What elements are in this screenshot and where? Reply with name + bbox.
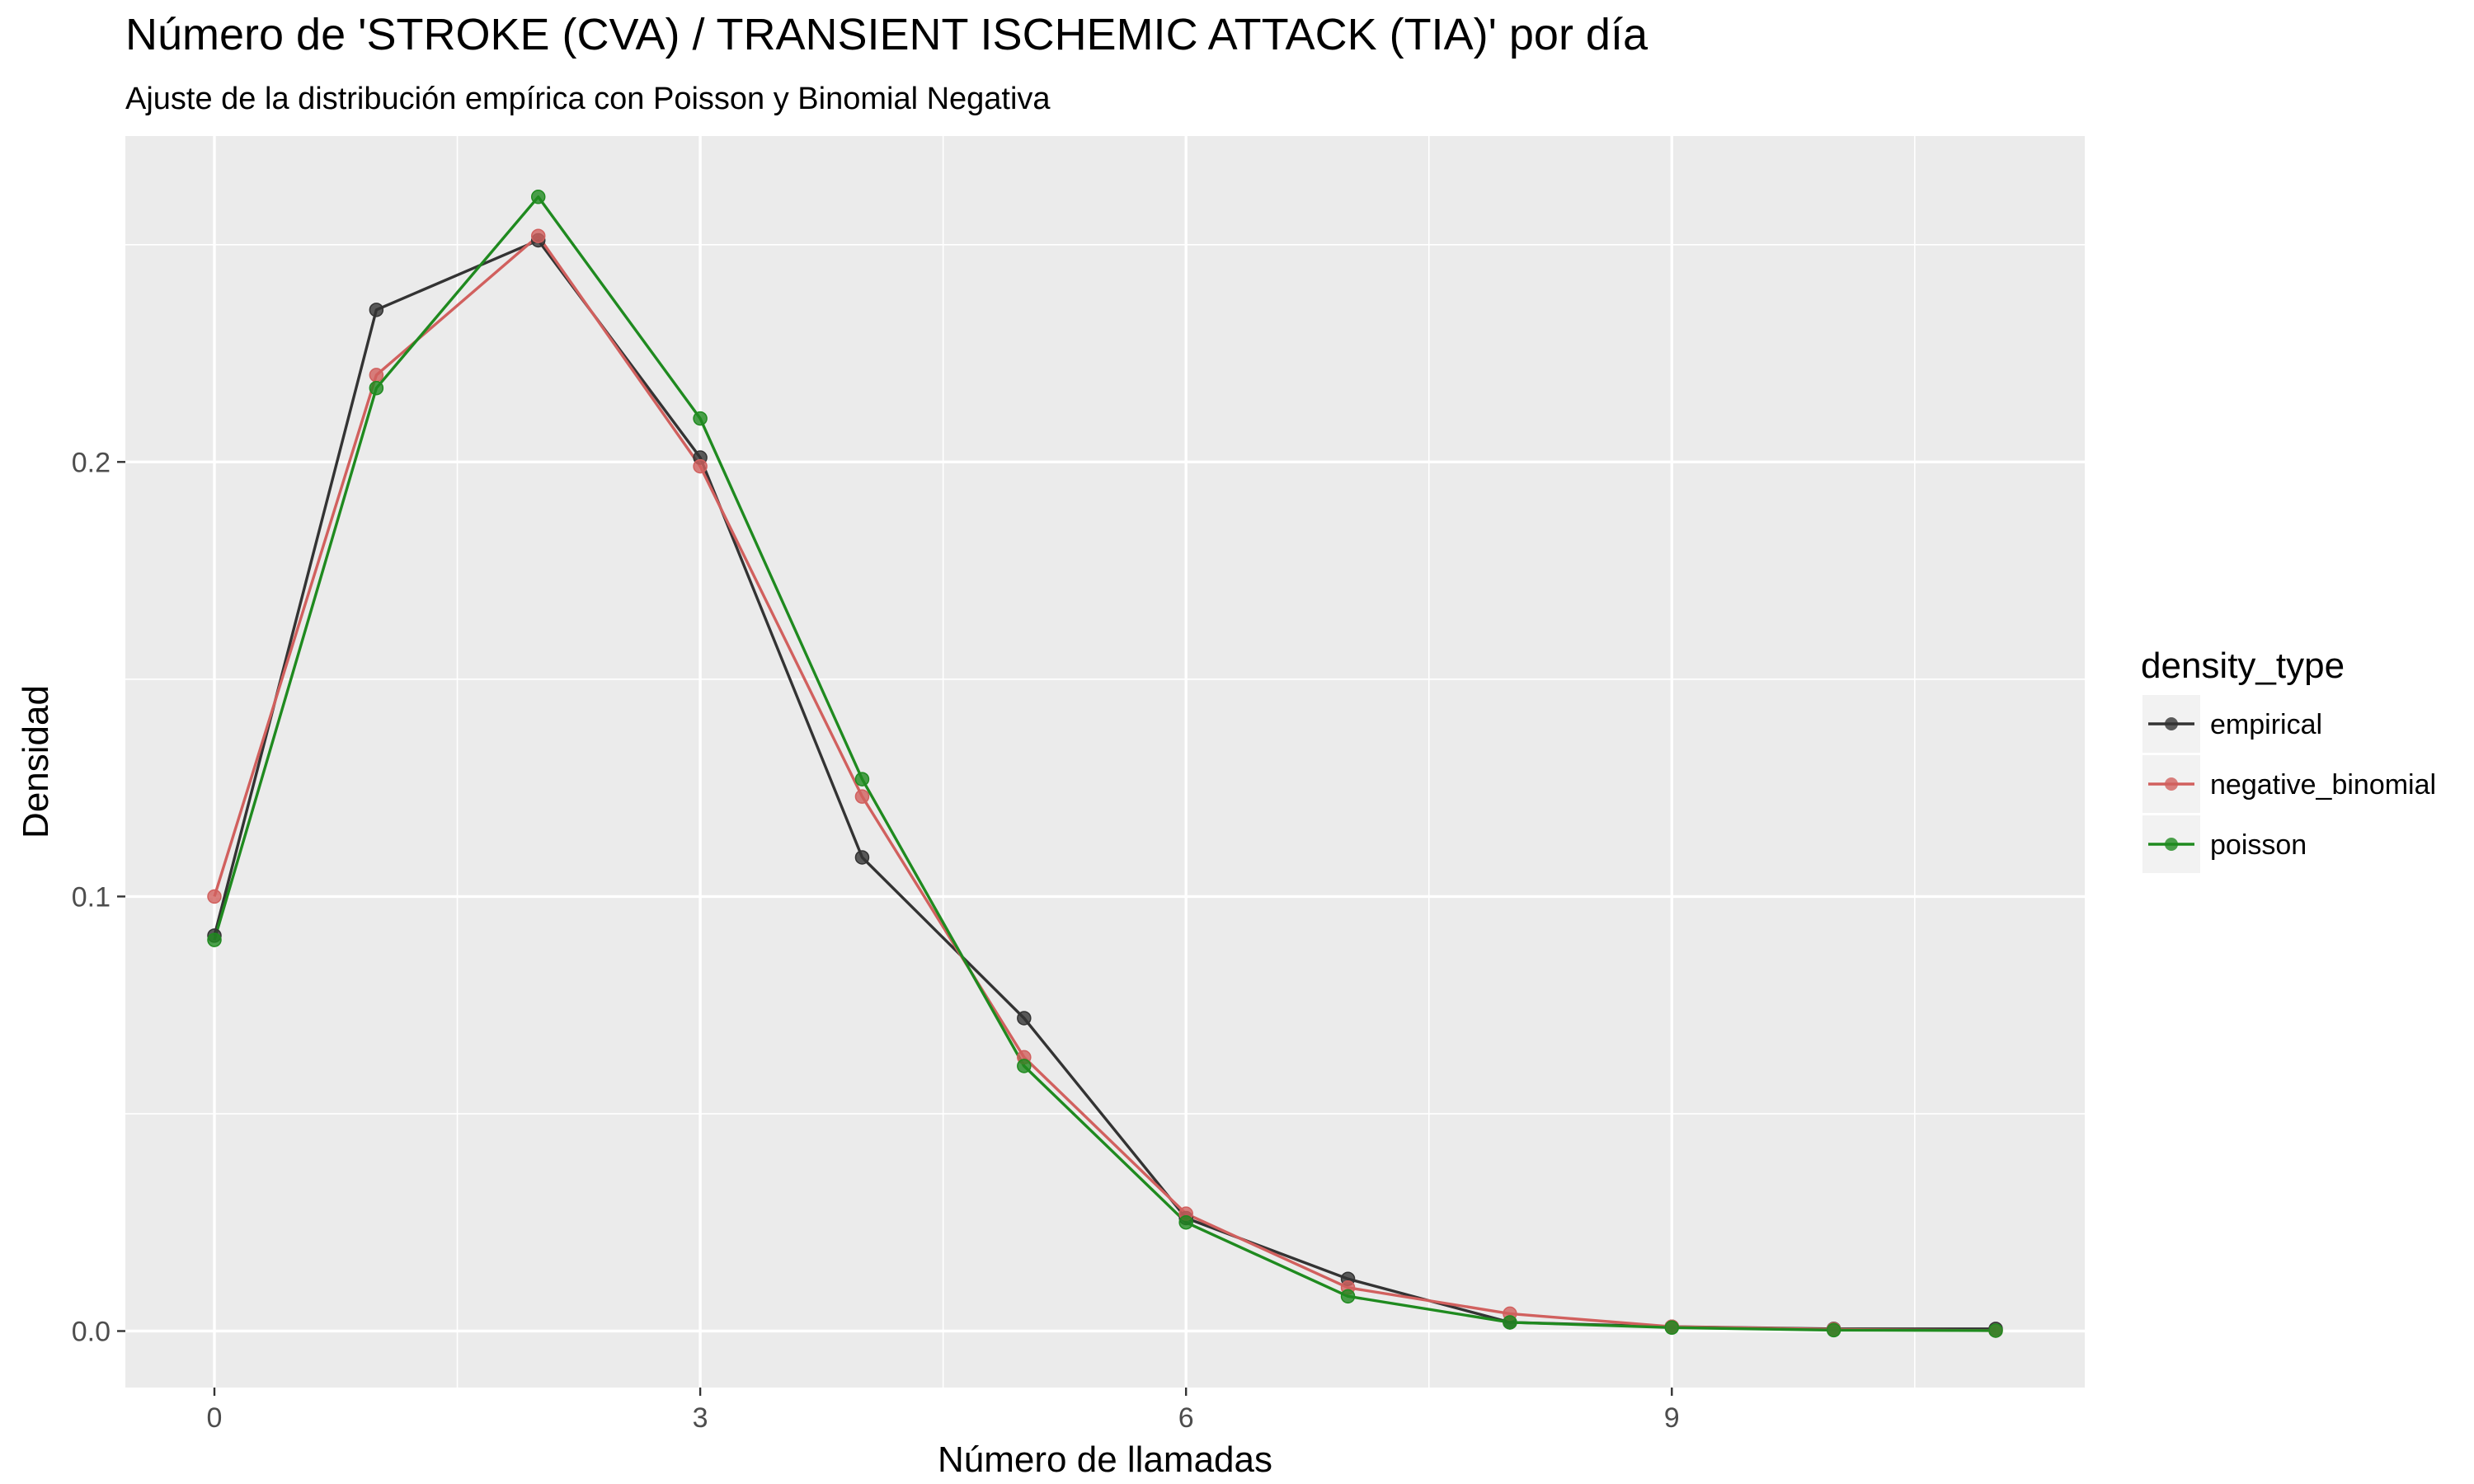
data-point-poisson [530, 190, 546, 204]
data-point-poisson [1503, 1315, 1517, 1330]
data-point-negative_binomial [369, 368, 384, 383]
data-point-poisson [207, 932, 222, 947]
legend-label-negative_binomial: negative_binomial [2210, 769, 2436, 801]
data-point-negative_binomial [693, 458, 708, 474]
legend-key-point [2165, 777, 2178, 791]
major-gridlines [125, 136, 2085, 1388]
y-axis: 0.0 0.1 0.2 [72, 447, 125, 1347]
y-tick-label: 0.1 [72, 881, 111, 913]
legend: density_type empirical negative_binomialp… [2141, 646, 2436, 873]
y-tick-label: 0.2 [72, 447, 111, 478]
plot-panel [125, 136, 2085, 1388]
x-tick-label: 0 [207, 1402, 223, 1434]
data-point-poisson [1988, 1323, 2003, 1338]
legend-key-point [2165, 838, 2178, 851]
legend-label-empirical: empirical [2210, 709, 2322, 740]
data-point-poisson [693, 411, 708, 426]
x-tick-label: 6 [1178, 1402, 1194, 1434]
series-layer [207, 190, 2003, 1338]
x-tick-label: 3 [693, 1402, 708, 1434]
y-axis-title: Densidad [16, 685, 56, 838]
data-point-poisson [1664, 1320, 1680, 1336]
legend-label-poisson: poisson [2210, 829, 2307, 861]
data-point-negative_binomial [854, 789, 870, 804]
data-point-negative_binomial [207, 889, 222, 904]
x-axis-title: Número de llamadas [938, 1439, 1272, 1480]
data-point-empirical [854, 850, 870, 865]
chart-title: Número de 'STROKE (CVA) / TRANSIENT ISCH… [125, 10, 1649, 59]
x-axis: 0 3 6 9 [207, 1388, 1680, 1434]
data-point-negative_binomial [530, 228, 546, 243]
legend-title: density_type [2141, 646, 2345, 686]
x-tick-label: 9 [1664, 1402, 1680, 1434]
chart-subtitle: Ajuste de la distribución empírica con P… [125, 82, 1051, 116]
series-line-poisson [213, 195, 1997, 1332]
legend-key-point [2165, 717, 2178, 730]
data-point-poisson [1178, 1214, 1193, 1230]
minor-gridlines [125, 136, 2085, 1388]
data-point-poisson [1017, 1059, 1032, 1073]
data-point-poisson [1340, 1289, 1356, 1304]
data-point-empirical [369, 303, 384, 317]
data-point-empirical [1017, 1011, 1032, 1026]
y-tick-label: 0.0 [72, 1316, 111, 1347]
data-point-poisson [854, 772, 870, 787]
data-point-poisson [369, 380, 384, 396]
data-point-poisson [1826, 1322, 1841, 1338]
